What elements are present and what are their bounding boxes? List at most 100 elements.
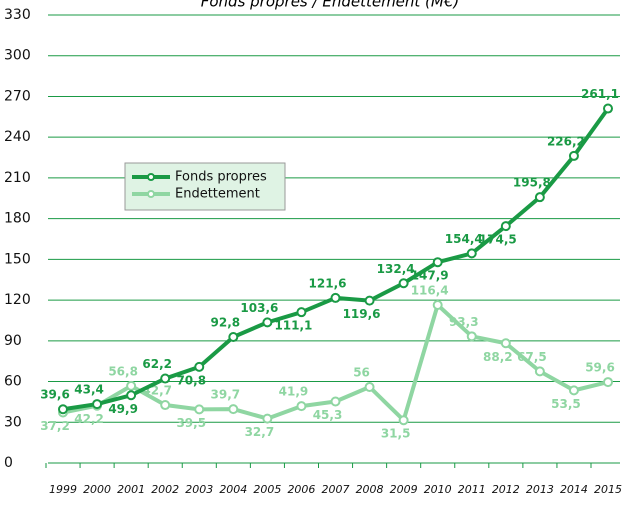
data-label: 111,1 [274, 319, 312, 333]
point [92, 399, 103, 410]
data-label: 53,5 [551, 397, 581, 411]
legend-point [147, 173, 155, 181]
data-label: 226,2 [547, 134, 585, 148]
y-tick-label: 120 [4, 292, 31, 308]
legend-label: Endettement [175, 187, 260, 202]
point [534, 366, 545, 377]
data-label: 70,8 [176, 373, 206, 387]
x-tick-label: 2005 [253, 483, 281, 496]
point [568, 150, 579, 161]
y-tick-label: 180 [4, 211, 31, 227]
point [364, 295, 375, 306]
point [262, 317, 273, 328]
point [160, 400, 171, 411]
y-tick-label: 90 [4, 333, 22, 349]
point [194, 361, 205, 372]
data-label: 43,4 [74, 383, 104, 397]
point [160, 373, 171, 384]
y-tick-label: 300 [4, 48, 31, 64]
point [500, 221, 511, 232]
data-label: 154,4 [445, 232, 483, 246]
x-tick-label: 2007 [322, 483, 350, 496]
data-label: 92,8 [211, 316, 241, 330]
point [330, 292, 341, 303]
data-label: 132,4 [377, 262, 415, 276]
point [296, 401, 307, 412]
x-tick-label: 1999 [49, 483, 77, 496]
point [126, 380, 137, 391]
legend-box [124, 162, 286, 211]
point [568, 385, 579, 396]
point [432, 299, 443, 310]
x-tick-label: 2004 [219, 483, 247, 496]
data-label: 62,2 [142, 357, 172, 371]
point [466, 331, 477, 342]
point [398, 415, 409, 426]
point [126, 390, 137, 401]
data-label: 31,5 [381, 427, 411, 441]
data-label: 32,7 [245, 425, 275, 439]
point [228, 332, 239, 343]
y-tick-label: 150 [4, 251, 31, 267]
data-label: 45,3 [313, 408, 343, 422]
point [296, 307, 307, 318]
y-tick-label: 0 [4, 455, 13, 471]
y-tick-label: 30 [4, 414, 22, 430]
point [194, 404, 205, 415]
data-label: 42,2 [74, 412, 104, 426]
point [603, 103, 613, 114]
point [228, 404, 239, 415]
point [262, 413, 273, 424]
data-label: 103,6 [240, 301, 278, 315]
data-label: 56,8 [108, 364, 138, 378]
data-label: 39,5 [176, 416, 206, 430]
data-label: 56 [353, 365, 370, 379]
x-tick-label: 2002 [151, 483, 179, 496]
y-tick-label: 210 [4, 170, 31, 186]
x-tick-label: 2008 [356, 483, 384, 496]
data-label: 261,1 [581, 87, 619, 101]
legend-point [147, 190, 155, 198]
point [432, 257, 443, 268]
data-label: 88,2 [483, 350, 513, 364]
x-tick-label: 2006 [287, 483, 315, 496]
point [534, 192, 545, 203]
data-label: 59,6 [585, 361, 615, 375]
data-label: 37,2 [40, 419, 70, 433]
data-label: 93,3 [449, 315, 479, 329]
point [364, 381, 375, 392]
x-tick-label: 2012 [492, 483, 520, 496]
x-tick-label: 2013 [526, 483, 554, 496]
chart-title: Fonds propres / Endettement (M€) [201, 0, 460, 11]
data-label: 39,6 [40, 388, 70, 402]
legend-label: Fonds propres [175, 170, 267, 185]
y-tick-label: 270 [4, 88, 31, 104]
x-tick-label: 2000 [83, 483, 111, 496]
x-tick-label: 2011 [458, 483, 486, 496]
point [466, 248, 477, 259]
point [330, 396, 341, 407]
point [398, 278, 409, 289]
data-label: 49,9 [108, 402, 138, 416]
data-label: 41,9 [279, 385, 309, 399]
y-tick-label: 60 [4, 374, 22, 390]
point [58, 404, 68, 415]
y-tick-label: 330 [4, 7, 31, 23]
y-tick-label: 240 [4, 129, 31, 145]
x-tick-label: 2010 [424, 483, 452, 496]
data-label: 39,7 [211, 388, 241, 402]
x-tick-label: 2009 [390, 483, 418, 496]
data-label: 116,4 [411, 283, 449, 297]
data-label: 174,5 [479, 233, 517, 247]
data-label: 195,8 [513, 176, 551, 190]
x-tick-label: 2015 [594, 483, 622, 496]
data-label: 119,6 [343, 307, 381, 321]
x-tick-label: 2001 [117, 483, 145, 496]
point [603, 377, 613, 388]
data-label: 147,9 [411, 269, 449, 283]
data-label: 121,6 [309, 276, 347, 290]
data-label: 67,5 [517, 350, 547, 364]
legend: Fonds propres Endettement [124, 162, 286, 211]
x-tick-label: 2014 [560, 483, 588, 496]
